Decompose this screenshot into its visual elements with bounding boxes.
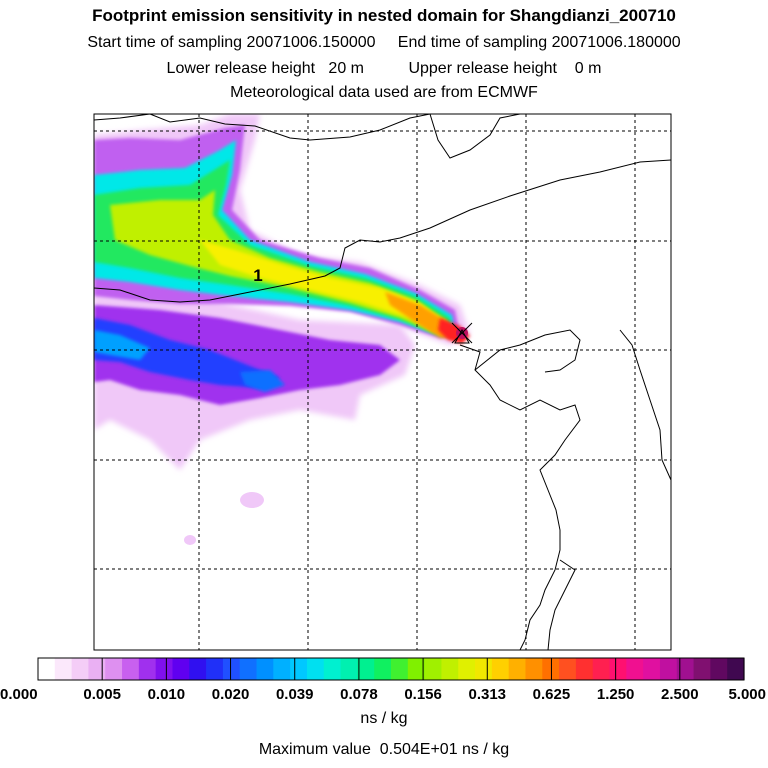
colorbar-tick-label: 1.250 xyxy=(597,686,635,703)
colorbar-cell xyxy=(525,658,543,680)
colorbar-tick-label: 0.010 xyxy=(148,686,186,703)
colorbar-tick-label: 0.005 xyxy=(83,686,121,703)
colorbar-tick-label: 0.156 xyxy=(404,686,442,703)
colorbar-labels: 0.000 0.005 0.010 0.020 0.039 0.078 0.156 0.313… xyxy=(0,686,766,703)
colorbar-cell xyxy=(239,658,258,680)
plume-orange xyxy=(385,292,455,338)
plume-violet-south xyxy=(94,305,400,405)
release-height-line: Lower release height 20 m Upper release … xyxy=(0,60,768,78)
colorbar-cell xyxy=(189,658,207,680)
colorbar-cell xyxy=(491,658,510,680)
footprint-field xyxy=(94,114,470,545)
colorbar-cell xyxy=(71,658,90,680)
coast-korea xyxy=(619,329,671,481)
colorbar-cell xyxy=(306,658,325,680)
met-data-label: Meteorological data used are from ECMWF xyxy=(230,84,538,101)
colorbar-cells xyxy=(38,658,745,680)
end-time-label: End time of sampling 20071006.180000 xyxy=(397,34,681,51)
colorbar-tick-label: 0.000 xyxy=(0,686,38,703)
grid-lines xyxy=(94,114,671,650)
start-time-label: Start time of sampling 20071006.150000 xyxy=(87,34,376,51)
colorbar-cell xyxy=(458,658,476,680)
plume-blue-patch-2 xyxy=(240,370,285,392)
plume-label: 1 xyxy=(253,266,262,285)
colorbar-cell xyxy=(609,658,627,680)
colorbar-tick-label: 0.078 xyxy=(340,686,378,703)
colorbar-cell xyxy=(693,658,711,680)
coast-liaodong xyxy=(474,329,581,373)
map-title: Footprint emission sensitivity in nested… xyxy=(92,6,676,25)
border-north xyxy=(94,114,431,141)
colorbar-tick-label: 5.000 xyxy=(728,686,766,703)
colorbar-cell xyxy=(155,658,174,680)
colorbar-cell xyxy=(424,658,443,680)
colorbar-cell xyxy=(407,658,426,680)
coastlines xyxy=(94,114,671,650)
colorbar-cell xyxy=(374,658,392,680)
colorbar-cell xyxy=(475,658,493,680)
border-east-north xyxy=(429,114,521,159)
colorbar-cell xyxy=(54,658,73,680)
colorbar-cell xyxy=(508,658,527,680)
plume-spot-1 xyxy=(240,492,264,508)
colorbar-tick-label: 0.313 xyxy=(468,686,506,703)
colorbar-tick-label: 0.039 xyxy=(276,686,314,703)
sampling-time-line: Start time of sampling 20071006.150000 E… xyxy=(0,34,768,52)
colorbar-cell xyxy=(559,658,577,680)
plume-spot-2 xyxy=(184,535,196,545)
coast-bohai xyxy=(459,344,581,650)
colorbar-cell xyxy=(592,658,611,680)
colorbar-cell xyxy=(222,658,241,680)
colorbar-cell xyxy=(676,658,695,680)
lower-release-label: Lower release height 20 m xyxy=(166,60,364,77)
colorbar-cell xyxy=(727,658,745,680)
colorbar-cell xyxy=(340,658,358,680)
plume-azure-patch xyxy=(94,330,150,360)
upper-release-label: Upper release height 0 m xyxy=(408,60,602,77)
colorbar-cell xyxy=(88,658,106,680)
colorbar-cell xyxy=(273,658,291,680)
receptor-marker xyxy=(451,322,473,344)
colorbar-tick-label: 0.625 xyxy=(533,686,571,703)
colorbar-cell xyxy=(710,658,728,680)
maximum-value-label: Maximum value 0.504E+01 ns / kg xyxy=(258,741,510,758)
colorbar-cell xyxy=(122,658,140,680)
border-middle xyxy=(94,159,671,303)
colorbar-cell xyxy=(138,658,157,680)
colorbar-cell xyxy=(391,658,409,680)
map-frame xyxy=(93,113,672,651)
colorbar-cell xyxy=(659,658,678,680)
colorbar-cell xyxy=(323,658,342,680)
colorbar-unit: ns / kg xyxy=(360,710,408,727)
colorbar-cell xyxy=(643,658,661,680)
colorbar-tick-label: 0.020 xyxy=(212,686,250,703)
colorbar-cell xyxy=(626,658,644,680)
colorbar-cell xyxy=(206,658,224,680)
colorbar-cell xyxy=(290,658,308,680)
colorbar-cell xyxy=(575,658,594,680)
colorbar-ticks xyxy=(37,658,745,680)
plume-blue-south xyxy=(94,318,280,388)
colorbar-cell xyxy=(441,658,459,680)
colorbar-cell xyxy=(105,658,123,680)
colorbar-cell xyxy=(357,658,375,680)
colorbar-cell xyxy=(172,658,190,680)
colorbar-cell xyxy=(38,658,56,680)
coast-south-east xyxy=(547,559,576,650)
colorbar-cell xyxy=(256,658,274,680)
colorbar-tick-label: 2.500 xyxy=(661,686,699,703)
plume-yellow xyxy=(200,240,445,332)
